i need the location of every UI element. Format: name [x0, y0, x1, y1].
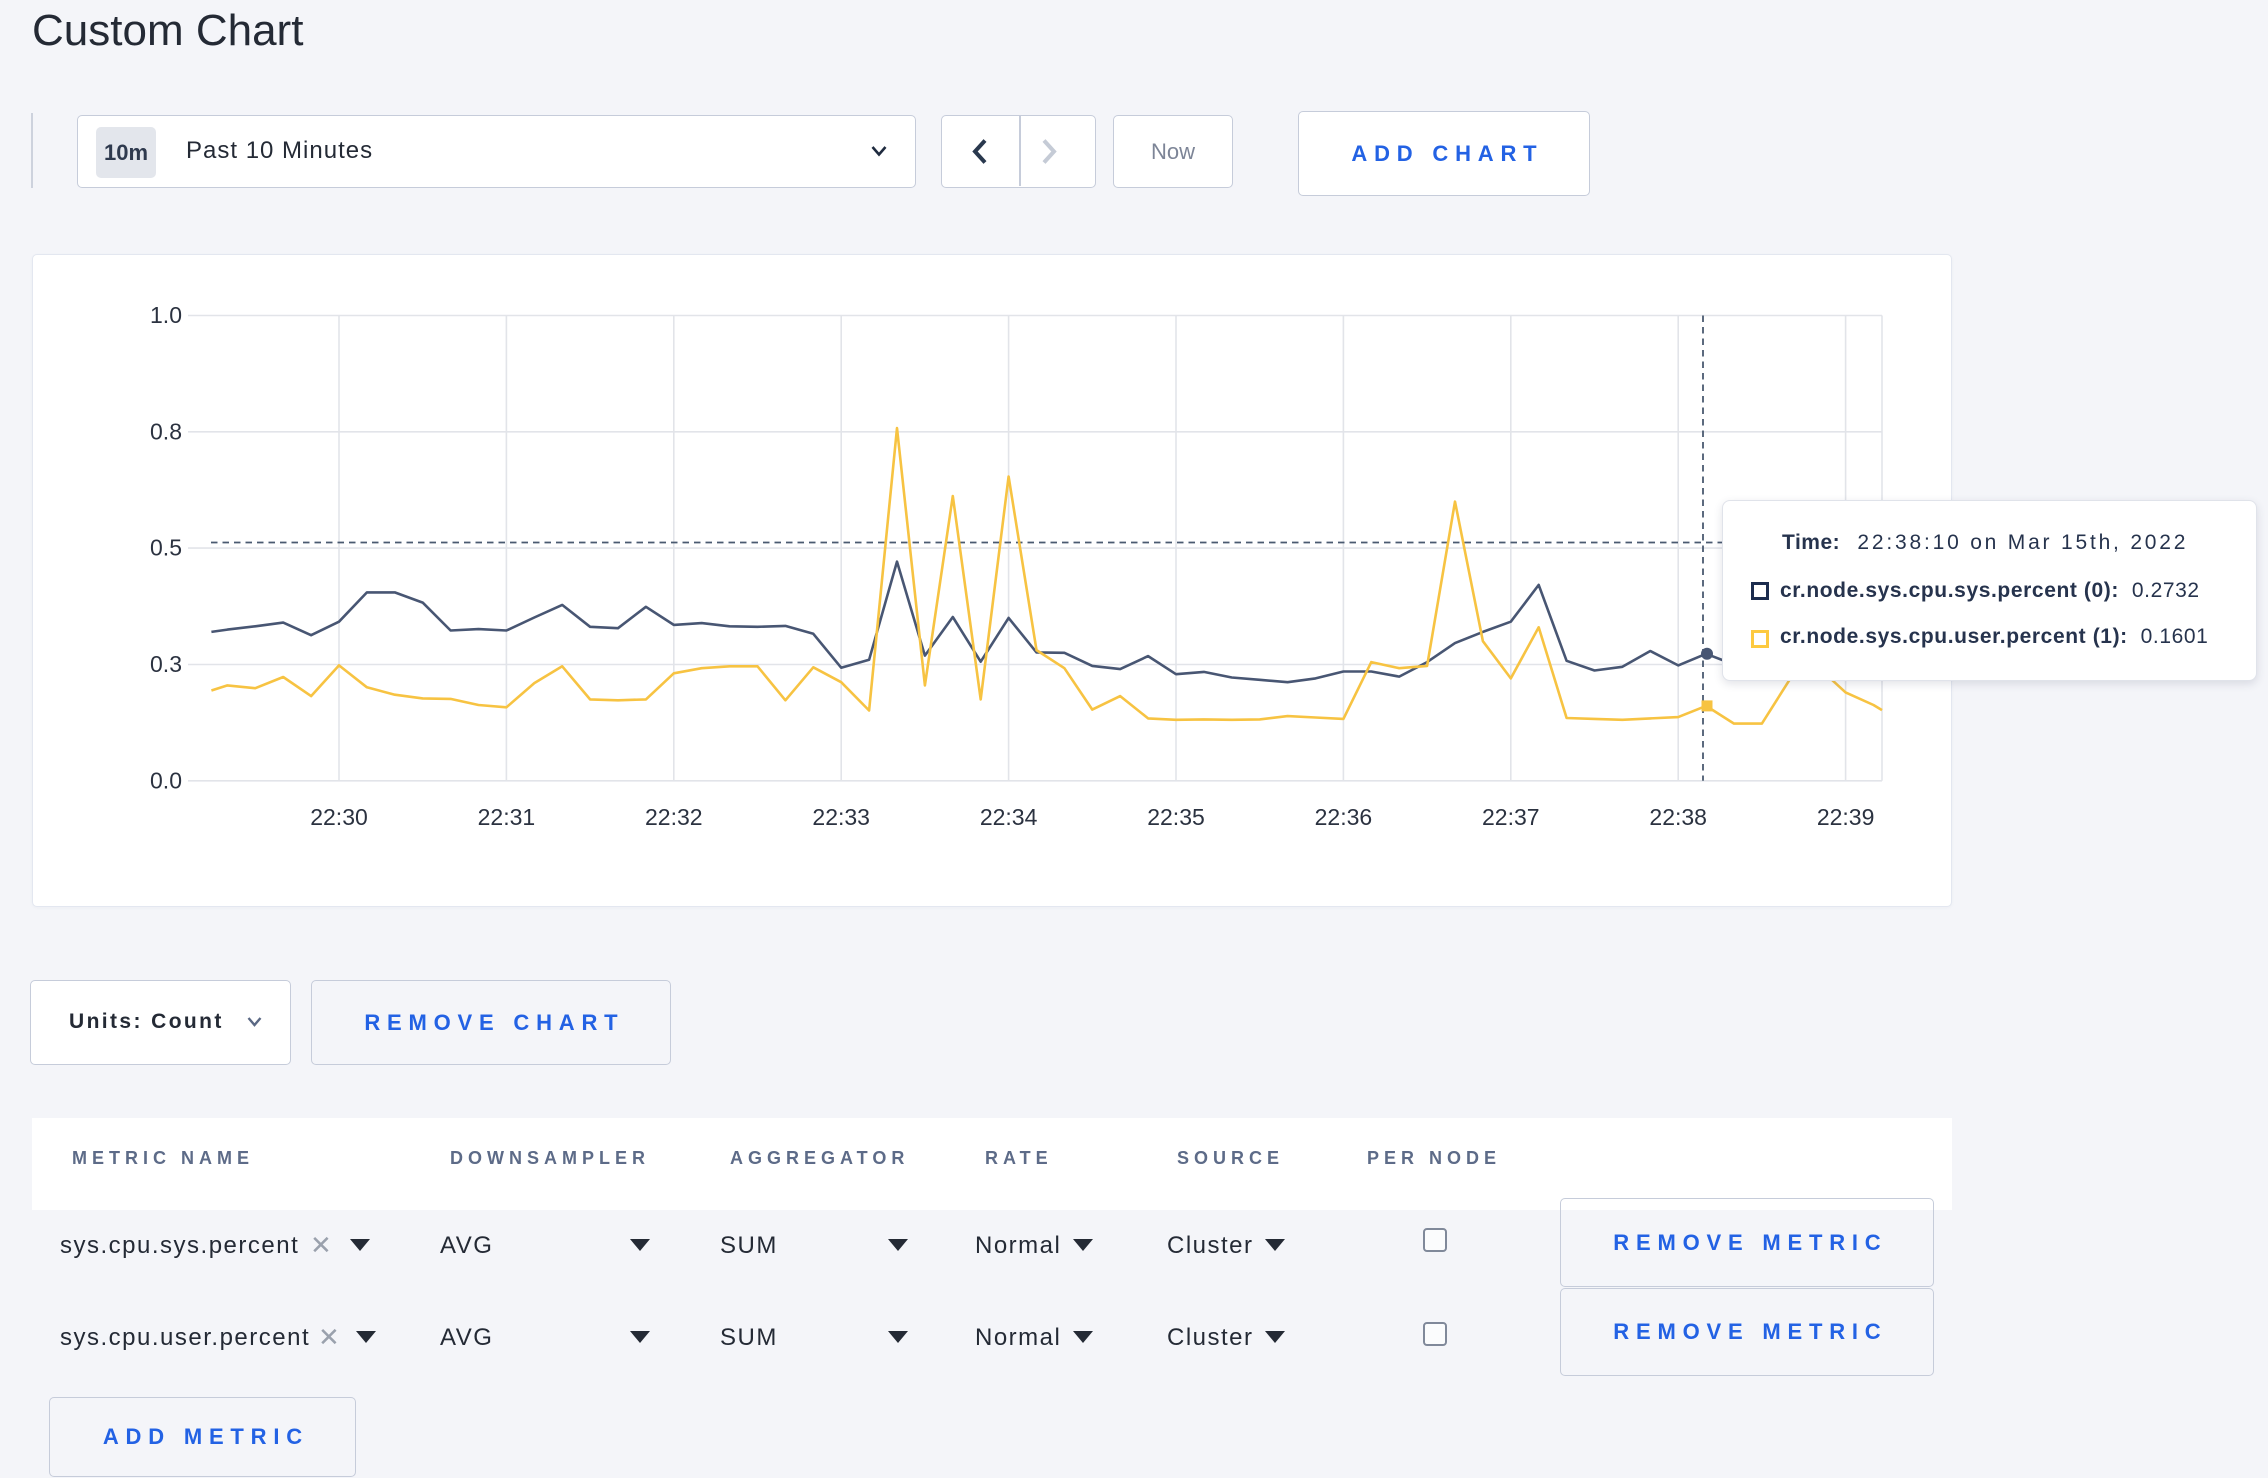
svg-text:22:37: 22:37	[1482, 804, 1540, 830]
svg-text:22:31: 22:31	[478, 804, 536, 830]
svg-text:22:34: 22:34	[980, 804, 1038, 830]
svg-text:0.3: 0.3	[150, 651, 182, 677]
svg-text:22:38: 22:38	[1649, 804, 1707, 830]
svg-text:22:32: 22:32	[645, 804, 703, 830]
svg-text:22:30: 22:30	[310, 804, 368, 830]
svg-text:22:33: 22:33	[812, 804, 870, 830]
svg-text:0.0: 0.0	[150, 767, 182, 793]
svg-text:0.8: 0.8	[150, 418, 182, 444]
svg-text:22:36: 22:36	[1315, 804, 1373, 830]
svg-text:1.0: 1.0	[150, 302, 182, 328]
svg-text:22:39: 22:39	[1817, 804, 1875, 830]
svg-text:0.5: 0.5	[150, 535, 182, 561]
svg-text:22:35: 22:35	[1147, 804, 1205, 830]
